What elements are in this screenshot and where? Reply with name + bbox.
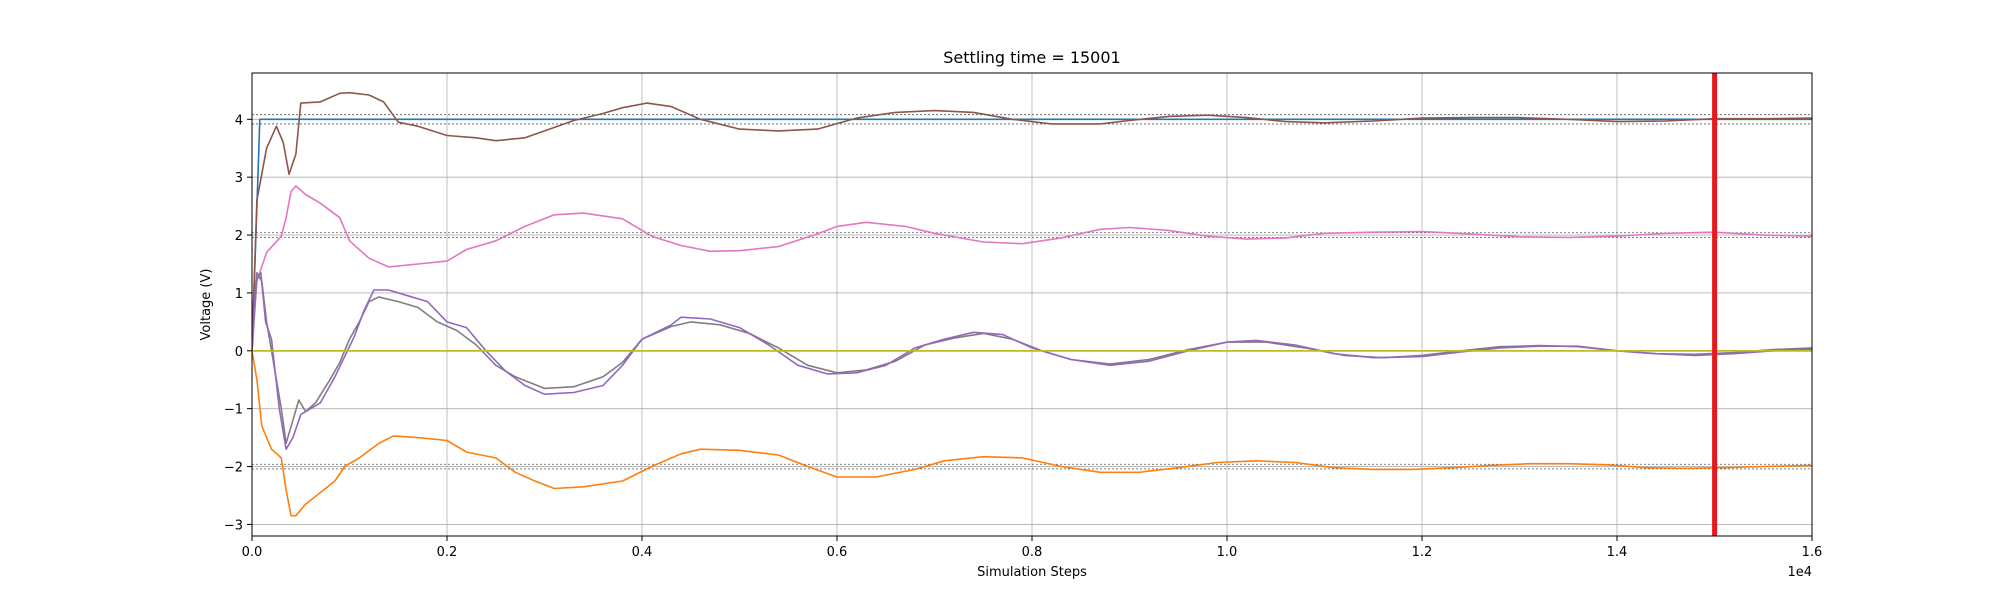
y-tick-label: 2 xyxy=(235,229,243,244)
series-group xyxy=(252,91,1812,517)
y-tick-label: −1 xyxy=(224,403,243,418)
y-tick-label: 0 xyxy=(235,345,243,360)
y-tick-label: 4 xyxy=(235,113,243,128)
series-line-2 xyxy=(252,185,1812,351)
x-tick-label: 1.0 xyxy=(1217,545,1238,560)
axes-ticks: 0.0 0.2 0.4 0.6 0.8 1.0 1.2 1.4 1.6 −3 −2 −1 0 1 2 3 4 xyxy=(224,113,1823,560)
x-tick-label: 0.8 xyxy=(1022,545,1043,560)
x-tick-label: 0.4 xyxy=(632,545,653,560)
series-line-1 xyxy=(252,91,1812,351)
x-tick-label: 1.4 xyxy=(1607,545,1628,560)
series-line-5 xyxy=(252,350,1812,517)
y-tick-label: −2 xyxy=(224,461,243,476)
y-tick-label: 3 xyxy=(235,171,243,186)
y-tick-label: −3 xyxy=(224,518,243,533)
y-tick-label: 1 xyxy=(235,287,243,302)
chart-title: Settling time = 15001 xyxy=(943,48,1120,67)
x-axis-offset-label: 1e4 xyxy=(1787,565,1812,580)
series-line-4 xyxy=(252,271,1812,450)
x-tick-label: 0.0 xyxy=(242,545,263,560)
x-tick-label: 1.6 xyxy=(1802,545,1823,560)
x-axis-label: Simulation Steps xyxy=(977,565,1087,580)
y-axis-label: Voltage (V) xyxy=(199,269,214,341)
x-tick-label: 1.2 xyxy=(1412,545,1433,560)
x-tick-label: 0.2 xyxy=(437,545,458,560)
x-tick-label: 0.6 xyxy=(827,545,848,560)
